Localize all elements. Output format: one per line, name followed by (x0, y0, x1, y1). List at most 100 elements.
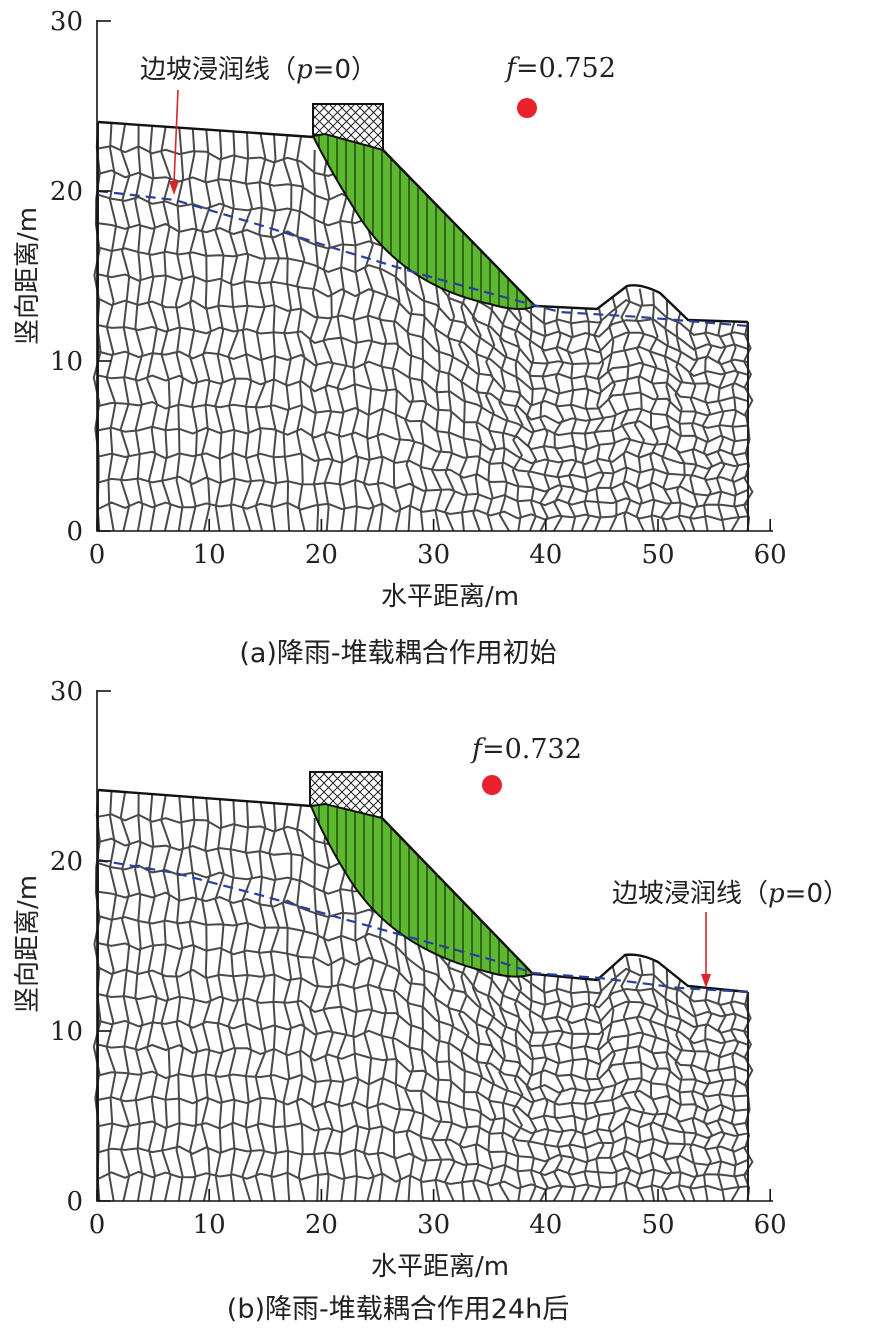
panel-b: f=0.732 边坡浸润线（p=0） 0 10 20 30 0 10 20 30 40 50 60… (13, 677, 849, 1325)
mesh-line (97, 350, 749, 444)
safety-marker-a (517, 98, 537, 118)
mesh-line (485, 930, 497, 1202)
factor-label-b: f=0.732 (470, 734, 582, 765)
mesh-line (295, 136, 306, 532)
caption-a: (a)降雨-堆载耦合作用初始 (239, 638, 556, 669)
factor-label-a: f=0.752 (504, 53, 616, 84)
mesh-line (309, 149, 321, 532)
mesh-line (97, 297, 749, 418)
x-tick-label: 50 (641, 1210, 674, 1240)
x-tick-label: 20 (305, 1210, 338, 1240)
mesh-line (553, 976, 565, 1202)
x-tick-label: 60 (754, 1210, 787, 1240)
factor-value-b: =0.732 (482, 734, 582, 765)
seepage-annotation-a-end: =0） (313, 55, 377, 85)
y-tick-label: 20 (50, 847, 83, 877)
mesh-line (97, 246, 749, 391)
seepage-annotation-b-end: =0） (785, 879, 849, 909)
y-axis-title-a: 竖向距离/m (13, 207, 43, 345)
y-tick-label: 30 (50, 7, 83, 37)
mesh-line (688, 319, 699, 532)
mesh-a (92, 121, 754, 532)
mesh-line (241, 132, 253, 532)
mesh-line (174, 796, 185, 1202)
mesh-line (553, 306, 565, 532)
mesh-line (97, 1145, 749, 1178)
y-tick-label: 10 (50, 347, 83, 377)
mesh-line (606, 296, 618, 532)
mesh-line (241, 801, 253, 1202)
mesh-line (174, 127, 185, 532)
mesh-line (160, 794, 172, 1202)
x-tick-label: 40 (529, 1210, 562, 1240)
mesh-line (97, 942, 749, 1073)
y-tick-label: 0 (66, 517, 83, 547)
annotation-arrow-b (701, 912, 711, 988)
caption-b: (b)降雨-堆载耦合作用24h后 (227, 1294, 569, 1325)
mesh-line (350, 149, 361, 532)
mesh-line (97, 1120, 749, 1167)
safety-marker-b (482, 775, 502, 795)
x-ticks-a: 0 10 20 30 40 50 60 (89, 519, 787, 570)
slope-surface-b (97, 788, 749, 994)
mesh-line (336, 817, 348, 1202)
mesh-line (97, 966, 749, 1088)
panel-a: f=0.752 边坡浸润线（p=0） 0 10 20 30 0 10 20 30 40 50 60… (13, 7, 787, 669)
mesh-line (97, 400, 749, 470)
seepage-annotation-b-var: p (768, 879, 785, 909)
mesh-line (511, 288, 524, 532)
mesh-line (200, 798, 212, 1202)
mesh-line (498, 274, 511, 532)
x-tick-label: 40 (529, 540, 562, 570)
annotation-arrow-a (169, 89, 179, 195)
mesh-line (97, 1170, 749, 1191)
y-axis-title-b: 竖向距离/m (13, 875, 43, 1013)
x-ticks-b: 0 10 20 30 40 50 60 (89, 1189, 787, 1240)
mesh-line (97, 1019, 749, 1113)
y-ticks-a: 0 10 20 30 (50, 7, 111, 547)
mesh-b (92, 789, 754, 1202)
mesh-line (539, 975, 551, 1202)
seepage-annotation-a-text: 边坡浸润线（ (140, 55, 296, 85)
slope-surface-a (97, 120, 749, 324)
mesh-line (688, 986, 699, 1202)
x-tick-label: 10 (193, 1210, 226, 1240)
mesh-line (97, 475, 749, 509)
y-tick-label: 0 (66, 1187, 83, 1217)
x-tick-label: 0 (89, 1210, 106, 1240)
y-ticks-b: 0 10 20 30 (50, 677, 111, 1217)
mesh-line (97, 324, 749, 429)
y-tick-label: 10 (50, 1017, 83, 1047)
mesh-line (200, 129, 212, 532)
x-tick-label: 10 (193, 540, 226, 570)
mesh-line (511, 958, 524, 1202)
mesh-line (97, 1070, 749, 1139)
y-tick-label: 20 (50, 177, 83, 207)
y-tick-label: 30 (50, 677, 83, 707)
mesh-line (97, 993, 749, 1098)
mesh-line (97, 500, 749, 522)
mesh-line (620, 954, 632, 1202)
x-axis-title-a: 水平距离/m (381, 582, 519, 612)
seepage-annotation-b-text: 边坡浸润线（ (612, 879, 768, 909)
mesh-line (160, 126, 172, 532)
mesh-line (97, 450, 749, 497)
mesh-line (606, 965, 618, 1202)
mesh-line (97, 273, 749, 405)
factor-value-a: =0.752 (516, 53, 616, 84)
mesh-line (97, 425, 749, 483)
mesh-line (214, 799, 225, 1202)
x-tick-label: 30 (417, 1210, 450, 1240)
x-tick-label: 20 (305, 540, 338, 570)
mesh-line (539, 306, 551, 532)
sliding-mass-b (309, 802, 535, 978)
seepage-annotation-a: 边坡浸润线（p=0） (140, 55, 377, 85)
mesh-line (97, 914, 749, 1061)
mesh-line (648, 960, 659, 1202)
mesh-line (648, 291, 659, 532)
mesh-line (214, 130, 225, 532)
mesh-line (592, 978, 605, 1202)
mesh-line (134, 124, 144, 532)
x-tick-label: 50 (641, 540, 674, 570)
